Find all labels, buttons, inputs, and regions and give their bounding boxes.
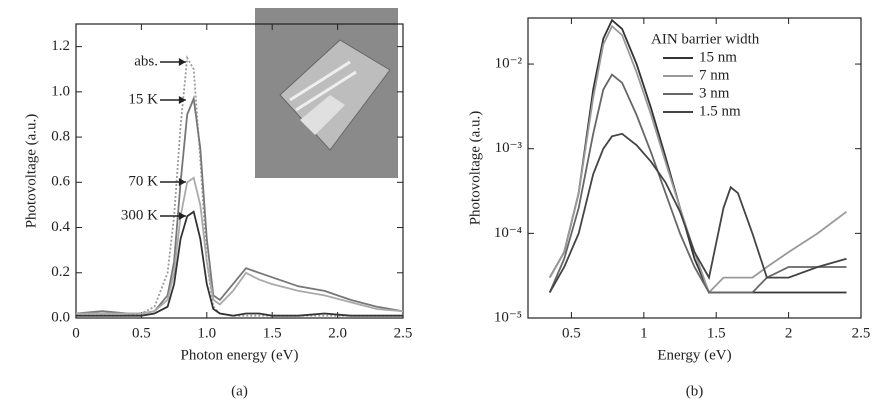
series-annotation: abs. bbox=[134, 53, 158, 69]
y-tick-label: 10⁻⁴ bbox=[494, 225, 522, 241]
y-tick-label: 0.2 bbox=[51, 264, 70, 280]
y-tick-label: 10⁻³ bbox=[495, 140, 523, 156]
x-tick-label: 1.5 bbox=[707, 325, 726, 341]
y-tick-label: 0.8 bbox=[51, 129, 70, 145]
x-tick-label: 2.5 bbox=[394, 325, 413, 341]
y-tick-label: 10⁻⁵ bbox=[494, 309, 522, 325]
annotation-arrowhead bbox=[178, 58, 186, 66]
x-tick-label: 2.5 bbox=[852, 325, 871, 341]
plot-frame bbox=[527, 17, 862, 319]
x-tick-label: 0 bbox=[72, 325, 80, 341]
series-line bbox=[76, 176, 404, 315]
series-line bbox=[548, 73, 847, 294]
x-tick-label: 1 bbox=[640, 325, 648, 341]
series-line bbox=[76, 210, 403, 317]
x-tick-label: 1.5 bbox=[263, 325, 282, 341]
annotation-arrowhead bbox=[178, 212, 186, 220]
x-tick-label: 0.5 bbox=[132, 325, 151, 341]
x-axis-label: Energy (eV) bbox=[657, 347, 731, 363]
y-tick-label: 0.4 bbox=[51, 219, 70, 235]
caption: (b) bbox=[686, 383, 704, 399]
y-tick-label: 0.6 bbox=[51, 174, 70, 190]
legend-label: 3 nm bbox=[699, 85, 730, 101]
annotation-arrowhead bbox=[178, 96, 186, 104]
plot-frame bbox=[75, 23, 404, 319]
series-annotation: 15 K bbox=[128, 91, 158, 107]
x-tick-label: 1.0 bbox=[197, 325, 216, 341]
series-line bbox=[548, 24, 848, 295]
x-tick-label: 2.0 bbox=[328, 325, 347, 341]
legend-label: 15 nm bbox=[699, 49, 737, 65]
y-tick-label: 0.0 bbox=[51, 309, 70, 325]
x-axis-label: Photon energy (eV) bbox=[180, 347, 298, 363]
y-tick-label: 1.2 bbox=[51, 38, 70, 54]
annotation-arrowhead bbox=[178, 178, 186, 186]
series-line bbox=[548, 132, 847, 293]
legend-label: 1.5 nm bbox=[699, 103, 741, 119]
legend-title: AIN barrier width bbox=[651, 31, 760, 47]
legend-label: 7 nm bbox=[699, 67, 730, 83]
series-annotation: 300 K bbox=[121, 207, 158, 223]
y-axis-label: Photovoltage (a.u.) bbox=[23, 114, 39, 229]
y-tick-label: 10⁻² bbox=[495, 55, 523, 71]
series-annotation: 70 K bbox=[128, 173, 158, 189]
y-tick-label: 1.0 bbox=[51, 83, 70, 99]
y-axis-label: Photovoltage (a.u.) bbox=[467, 111, 483, 226]
inset-photo bbox=[255, 8, 398, 178]
caption: (a) bbox=[231, 383, 248, 399]
x-tick-label: 2 bbox=[785, 325, 793, 341]
x-tick-label: 0.5 bbox=[562, 325, 581, 341]
